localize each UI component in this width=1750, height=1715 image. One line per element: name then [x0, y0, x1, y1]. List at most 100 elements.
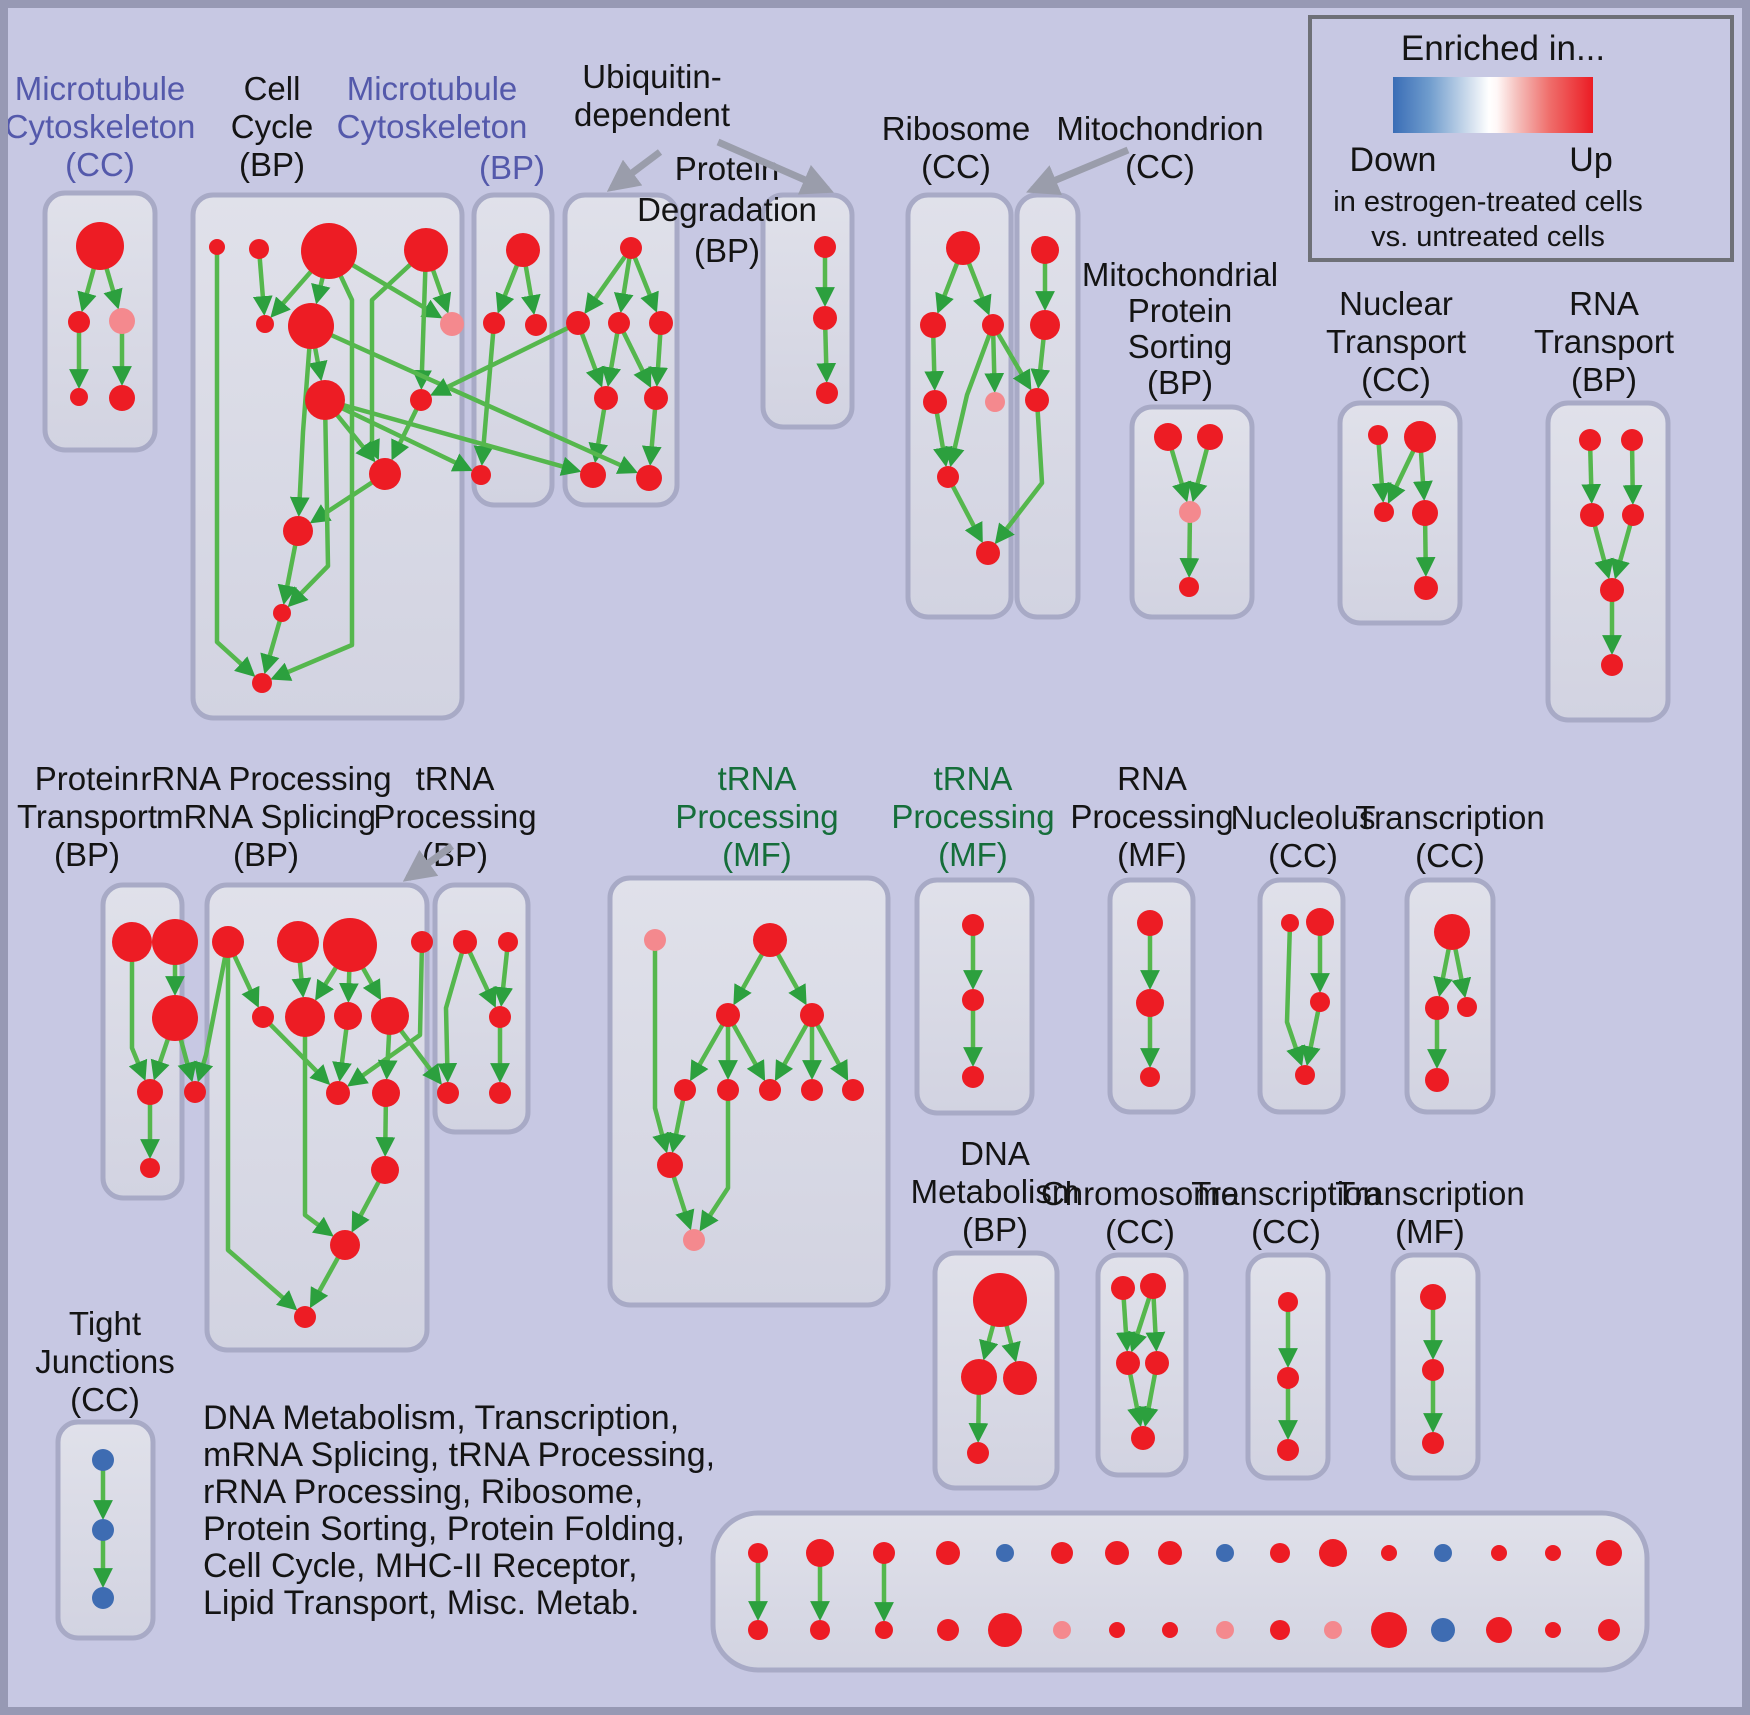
edge-cell-cycle [289, 325, 314, 517]
cluster-label-trna-processing-mf-small: tRNA Processing (MF) [891, 760, 1054, 873]
go-term-node [411, 931, 433, 953]
go-term-node [753, 923, 787, 957]
go-term-node [330, 1230, 360, 1260]
legend-subtitle-2: vs. untreated cells [1371, 221, 1605, 253]
go-term-node [152, 919, 198, 965]
cluster-label-cell-cycle: Cell Cycle (BP) [231, 70, 314, 183]
edge-nuclear-transport [1371, 434, 1392, 503]
cluster-box-dna-metabolism [932, 1250, 1060, 1491]
go-term-node [1277, 1439, 1299, 1461]
go-term-node [1025, 388, 1049, 412]
go-term-node [112, 922, 152, 962]
go-term-node [801, 1079, 823, 1101]
go-term-node [1179, 501, 1201, 523]
go-term-node [1371, 1612, 1407, 1648]
edge-rrna-processing-mrna-splicing [347, 941, 425, 1087]
go-term-node [1422, 1432, 1444, 1454]
go-term-node [471, 465, 491, 485]
go-term-node [489, 1006, 511, 1028]
cross-edge [430, 320, 579, 396]
go-term-node [580, 462, 606, 488]
go-term-node [294, 1306, 316, 1328]
go-term-node [962, 989, 984, 1011]
go-term-node [506, 233, 540, 267]
go-term-node [1622, 504, 1644, 526]
go-term-node [996, 1544, 1014, 1562]
go-term-node [1600, 578, 1624, 602]
go-term-node [1162, 1622, 1178, 1638]
go-term-node [209, 239, 225, 255]
go-term-node [1270, 1620, 1290, 1640]
go-term-node [1053, 1621, 1071, 1639]
cluster-label-transcription-cc-lower: Transcription (CC) [1191, 1175, 1381, 1250]
edge-rrna-processing-mrna-splicing [225, 942, 298, 1311]
go-term-node [1319, 1539, 1347, 1567]
go-term-node [1368, 425, 1388, 445]
edge-rrna-processing-mrna-splicing [261, 1015, 331, 1086]
cluster-label-trna-processing-mf-large: tRNA Processing (MF) [675, 760, 838, 873]
edge-protein-transport [128, 942, 148, 1081]
go-term-node [283, 516, 313, 546]
cross-edge [991, 323, 1032, 391]
go-term-node [305, 380, 345, 420]
go-term-node [748, 1543, 768, 1563]
cluster-label-microtubule-bp: Microtubule Cytoskeleton [337, 70, 528, 145]
go-term-node [800, 1003, 824, 1027]
go-term-node [1414, 576, 1438, 600]
cluster-label-chromosome: Chromosome (CC) [1041, 1175, 1239, 1250]
go-term-node [1596, 1540, 1622, 1566]
go-term-node [1278, 1292, 1298, 1312]
cluster-label-rna-transport: RNA Transport (BP) [1534, 285, 1674, 398]
go-term-node [594, 386, 618, 410]
go-term-node [1158, 1541, 1182, 1565]
go-term-node [1109, 1622, 1125, 1638]
go-term-node [1295, 1065, 1315, 1085]
go-term-node [371, 997, 409, 1035]
cluster-label-nuclear-transport: Nuclear Transport (CC) [1326, 285, 1466, 398]
go-term-node [716, 1003, 740, 1027]
go-term-node [92, 1519, 114, 1541]
go-term-node [1412, 500, 1438, 526]
go-term-node [985, 392, 1005, 412]
go-term-node [285, 997, 325, 1037]
edge-ubiquitin-degradation-1 [584, 246, 633, 314]
go-term-node [1425, 996, 1449, 1020]
go-term-node [1137, 910, 1163, 936]
go-term-node [873, 1542, 895, 1564]
go-term-node [1545, 1622, 1561, 1638]
go-term-node [1310, 992, 1330, 1012]
go-term-node [674, 1079, 696, 1101]
go-term-node [372, 1079, 400, 1107]
go-term-node [68, 311, 90, 333]
cluster-box-nuclear-transport [1337, 400, 1463, 626]
cluster-label-ubiquitin-degradation-1: Ubiquitin-dependent [574, 58, 730, 133]
legend-down-label: Down [1350, 141, 1437, 179]
cluster-label-microtubule-cc: Microtubule Cytoskeleton (CC) [5, 70, 196, 183]
legend-box [1308, 15, 1734, 262]
go-term-node [1111, 1276, 1135, 1300]
go-term-node [937, 1619, 959, 1641]
go-term-node [1598, 1619, 1620, 1641]
go-term-node [525, 314, 547, 336]
edge-trna-processing-mf-large [652, 940, 672, 1154]
go-term-node [1491, 1545, 1507, 1561]
go-term-node [976, 541, 1000, 565]
go-term-node [1457, 997, 1477, 1017]
cross-edge [194, 941, 231, 1083]
cluster-label-mitochondrion: Mitochondrion (CC) [1056, 110, 1263, 185]
edge-microtubule-bp [473, 322, 497, 467]
go-term-node [1434, 914, 1470, 950]
edge-rrna-processing-mrna-splicing [302, 1017, 334, 1237]
go-term-node [109, 308, 135, 334]
go-term-node [1486, 1617, 1512, 1643]
go-term-node [683, 1229, 705, 1251]
edge-ribosome [946, 475, 983, 544]
go-term-node [962, 914, 984, 936]
go-term-node [1270, 1543, 1290, 1563]
go-term-node [288, 303, 334, 349]
go-term-node [1425, 1068, 1449, 1092]
go-term-node [946, 231, 980, 265]
edge-ubiquitin-degradation-1 [616, 322, 652, 389]
go-term-node [140, 1158, 160, 1178]
